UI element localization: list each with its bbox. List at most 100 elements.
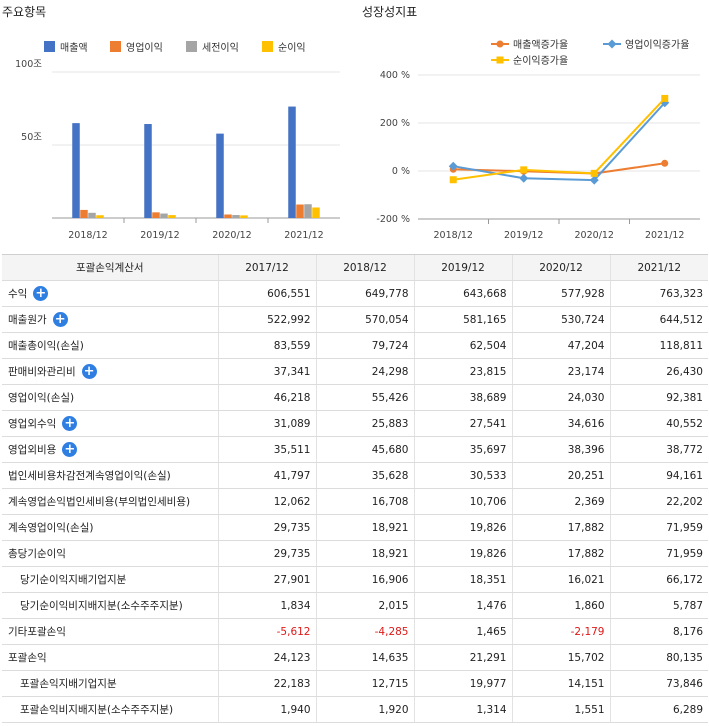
value-cell: 118,811 (609, 332, 708, 359)
value-cell: 62,504 (413, 332, 512, 359)
expand-plus-icon[interactable]: + (33, 286, 49, 302)
value-cell: 19,826 (413, 514, 512, 541)
y-tick-label: 200 % (380, 118, 410, 129)
bar (152, 212, 160, 218)
bar (232, 215, 240, 218)
bar (72, 123, 80, 218)
value-cell: 644,512 (609, 306, 708, 333)
table-header-row: 포괄손익계산서 2017/12 2018/12 2019/12 2020/12 … (2, 254, 708, 281)
value-cell: 29,735 (217, 514, 316, 541)
row-label: 포괄손익 (8, 652, 47, 664)
value-cell: 1,551 (511, 696, 610, 723)
value-cell: 35,628 (315, 462, 414, 489)
bar (144, 124, 152, 218)
bar (240, 215, 248, 218)
value-cell: 2,015 (315, 592, 414, 619)
value-cell: 71,959 (609, 540, 708, 567)
row-label-cell: 계속영업손익법인세비용(부의법인세비용) (2, 488, 218, 515)
row-label: 영업외수익 (8, 417, 57, 430)
x-tick-label: 2021/12 (284, 230, 323, 241)
value-cell: 29,735 (217, 540, 316, 567)
series-line (453, 102, 666, 182)
row-label: 당기순이익비지배지분(소수주주지분) (20, 600, 183, 612)
legend-label: 영업이익 (126, 41, 163, 54)
value-cell: 92,381 (609, 384, 708, 411)
value-cell: 12,715 (315, 670, 414, 697)
x-tick-label: 2020/12 (212, 230, 251, 241)
table-row: 포괄손익 24,123 14,635 21,291 15,702 80,135 (2, 644, 708, 671)
value-cell: 71,959 (609, 514, 708, 541)
row-label-cell: 법인세비용차감전계속영업이익(손실) (2, 462, 218, 489)
data-point (496, 40, 504, 48)
value-cell: 38,689 (413, 384, 512, 411)
value-cell: 73,846 (609, 670, 708, 697)
value-cell: 20,251 (511, 462, 610, 489)
row-label-cell: 총당기순이익 (2, 540, 218, 567)
value-cell: 17,882 (511, 540, 610, 567)
value-cell: 35,511 (217, 436, 316, 463)
legend-swatch (110, 41, 121, 52)
expand-plus-icon[interactable]: + (62, 416, 78, 432)
table-header-cell: 2018/12 (315, 254, 414, 281)
bar (216, 133, 224, 218)
value-cell: 24,298 (315, 358, 414, 385)
value-cell: 19,977 (413, 670, 512, 697)
expand-plus-icon[interactable]: + (52, 312, 68, 328)
value-cell: 38,772 (609, 436, 708, 463)
main-items-bar-chart: 50조 100조 2018/12 2019/12 2020/12 2021/12 매출액 영업… (15, 41, 340, 241)
table-row: 당기순이익지배기업지분 27,901 16,906 18,351 16,021 66,17… (2, 566, 708, 593)
expand-plus-icon[interactable]: + (62, 442, 78, 458)
value-cell: 6,289 (609, 696, 708, 723)
data-point (449, 176, 457, 184)
legend-swatch (262, 41, 273, 52)
bar (80, 209, 88, 218)
x-tick-label: 2018/12 (434, 230, 473, 241)
x-tick-label: 2018/12 (68, 230, 107, 241)
row-label: 계속영업이익(손실) (8, 522, 94, 534)
x-tick-label: 2019/12 (140, 230, 179, 241)
y-tick-label: 0 % (392, 166, 410, 177)
value-cell: 1,940 (217, 696, 316, 723)
data-point (607, 39, 617, 49)
legend-label: 순이익증가율 (513, 55, 568, 67)
row-label-cell: 영업외비용 + (2, 436, 218, 463)
legend-swatch (186, 41, 197, 52)
value-cell: 25,883 (315, 410, 414, 437)
table-row: 수익 +606,551 649,778 643,668 577,928 763,323 (2, 280, 708, 307)
row-label-cell: 판매비와관리비 + (2, 358, 218, 385)
value-cell: 22,183 (217, 670, 316, 697)
row-label: 포괄손익지배기업지분 (20, 678, 117, 690)
value-cell: 83,559 (217, 332, 316, 359)
value-cell: 22,202 (609, 488, 708, 515)
data-point (590, 169, 598, 177)
row-label-cell: 당기순이익지배기업지분 (2, 566, 218, 593)
value-cell: 37,341 (217, 358, 316, 385)
bar (168, 215, 176, 218)
bar (88, 212, 96, 218)
y-tick-label: 50조 (21, 132, 42, 143)
row-label-cell: 포괄손익 (2, 644, 218, 671)
value-cell: 5,787 (609, 592, 708, 619)
row-label-cell: 기타포괄손익 (2, 618, 218, 645)
value-cell: 649,778 (315, 280, 414, 307)
value-cell: 19,826 (413, 540, 512, 567)
table-header-cell: 2021/12 (609, 254, 708, 281)
legend-label: 세전이익 (202, 42, 239, 54)
table-row: 영업이익(손실) 46,218 55,426 38,689 24,030 92,381 (2, 384, 708, 411)
value-cell: 1,860 (511, 592, 610, 619)
row-label-cell: 영업이익(손실) (2, 384, 218, 411)
data-point (589, 175, 599, 185)
table-row: 기타포괄손익 -5,612 -4,285 1,465 -2,179 8,176 (2, 618, 708, 645)
value-cell: 40,552 (609, 410, 708, 437)
data-point (520, 166, 528, 174)
table-row: 계속영업손익법인세비용(부의법인세비용) 12,062 16,708 10,706 2,… (2, 488, 708, 515)
data-point (448, 161, 458, 171)
bar (224, 214, 232, 218)
row-label: 영업외비용 (8, 443, 57, 456)
table-row: 영업외수익 +31,089 25,883 27,541 34,616 40,552 (2, 410, 708, 437)
value-cell: 2,369 (511, 488, 610, 515)
legend-swatch (44, 41, 55, 52)
value-cell: 12,062 (217, 488, 316, 515)
row-label: 매출원가 (8, 313, 47, 326)
expand-plus-icon[interactable]: + (81, 364, 97, 380)
